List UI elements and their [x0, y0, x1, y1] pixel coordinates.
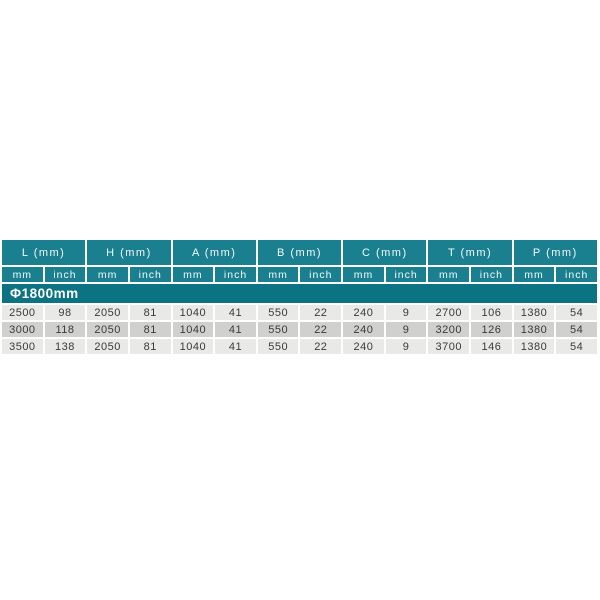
- subheader-A-mm: mm: [172, 267, 214, 282]
- subheader-B-mm: mm: [257, 267, 299, 282]
- group-header-H: H (mm): [87, 240, 171, 265]
- subheader-C-inch: inch: [385, 267, 427, 282]
- table-cell: 9: [385, 339, 427, 354]
- table-cell: 54: [556, 322, 597, 337]
- table-cell: 240: [343, 339, 384, 354]
- table-cell: 3200: [428, 322, 470, 337]
- table-cell: 22: [300, 322, 342, 337]
- table-cell: 41: [215, 305, 256, 320]
- table-cell: 2050: [87, 305, 128, 320]
- table-cell: 54: [556, 305, 597, 320]
- table-cell: 240: [343, 322, 384, 337]
- table-cell: 9: [385, 322, 427, 337]
- table-cell: 2050: [87, 339, 128, 354]
- table-cell: 146: [471, 339, 512, 354]
- table-cell: 3700: [428, 339, 470, 354]
- table-cell: 550: [257, 339, 299, 354]
- group-header-A: A (mm): [172, 240, 256, 265]
- table-cell: 126: [471, 322, 512, 337]
- table-cell: 118: [44, 322, 86, 337]
- table-cell: 41: [215, 322, 256, 337]
- subheader-H-inch: inch: [129, 267, 171, 282]
- table-cell: 9: [385, 305, 427, 320]
- table-cell: 54: [556, 339, 597, 354]
- table-cell: 240: [343, 305, 384, 320]
- table-cell: 550: [257, 322, 299, 337]
- group-header-C: C (mm): [343, 240, 427, 265]
- table-cell: 2500: [2, 305, 43, 320]
- table-cell: 3500: [2, 339, 43, 354]
- group-header-T: T (mm): [428, 240, 512, 265]
- table-cell: 81: [129, 305, 171, 320]
- table-cell: 81: [129, 322, 171, 337]
- subheader-T-inch: inch: [471, 267, 512, 282]
- table-cell: 98: [44, 305, 86, 320]
- subheader-T-mm: mm: [428, 267, 470, 282]
- table-cell: 3000: [2, 322, 43, 337]
- table-cell: 81: [129, 339, 171, 354]
- subheader-P-inch: inch: [556, 267, 597, 282]
- table-cell: 22: [300, 305, 342, 320]
- table-cell: 1040: [172, 339, 214, 354]
- table-cell: 2700: [428, 305, 470, 320]
- table-cell: 1040: [172, 305, 214, 320]
- subheader-P-mm: mm: [513, 267, 555, 282]
- table-cell: 1040: [172, 322, 214, 337]
- subheader-A-inch: inch: [215, 267, 256, 282]
- dimension-spec-table: L (mm) H (mm) A (mm) B (mm) C (mm) T (mm…: [2, 240, 597, 354]
- table-cell: 2050: [87, 322, 128, 337]
- group-header-B: B (mm): [257, 240, 342, 265]
- table-cell: 106: [471, 305, 512, 320]
- subheader-L-inch: inch: [44, 267, 86, 282]
- subheader-B-inch: inch: [300, 267, 342, 282]
- group-header-L: L (mm): [2, 240, 86, 265]
- subheader-H-mm: mm: [87, 267, 128, 282]
- table-cell: 1380: [513, 339, 555, 354]
- diameter-band: Φ1800mm: [2, 284, 597, 303]
- table-cell: 1380: [513, 322, 555, 337]
- table-cell: 1380: [513, 305, 555, 320]
- subheader-C-mm: mm: [343, 267, 384, 282]
- table-cell: 41: [215, 339, 256, 354]
- table-cell: 550: [257, 305, 299, 320]
- table-cell: 138: [44, 339, 86, 354]
- subheader-L-mm: mm: [2, 267, 43, 282]
- group-header-P: P (mm): [513, 240, 597, 265]
- table-cell: 22: [300, 339, 342, 354]
